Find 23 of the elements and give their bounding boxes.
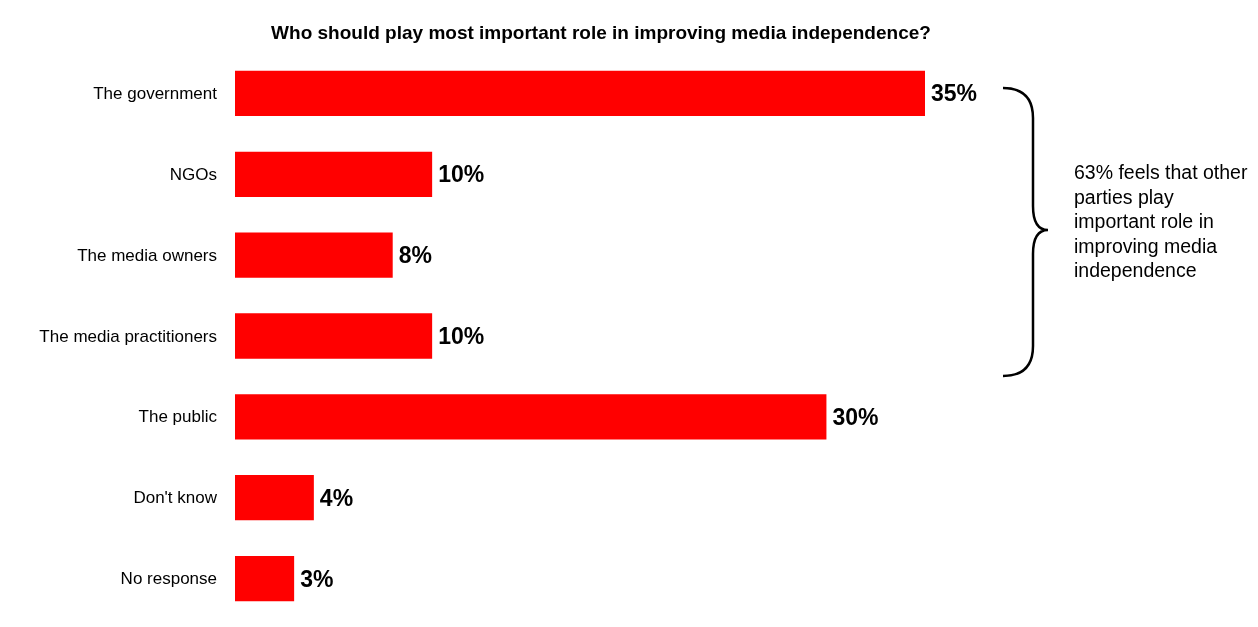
y-tick-label: Don't know [133,488,218,508]
data-label: 10% [438,161,485,188]
bar [235,555,295,602]
y-tick-label: The government [93,83,218,103]
data-label: 35% [931,80,978,107]
bar [235,313,433,359]
data-label: 30% [832,403,879,430]
y-tick-label: NGOs [169,164,217,184]
y-tick-label: The media practitioners [39,326,217,346]
data-label: 4% [319,484,354,511]
text: 63% feels that other parties play important role in improving media independence [1074,161,1253,282]
y-tick-label: The public [138,407,218,427]
bar [235,475,314,521]
bar [235,232,393,278]
y-tick-label: No response [120,569,217,589]
data-label: 8% [398,242,432,269]
bar [235,394,827,440]
data-label: 3% [300,565,334,592]
bar [235,151,433,197]
bar [235,70,925,117]
data-label: 10% [438,323,485,349]
y-tick-label: The media owners [77,245,217,265]
chart-title: Who should play most important role in improving media independence? [271,22,931,43]
